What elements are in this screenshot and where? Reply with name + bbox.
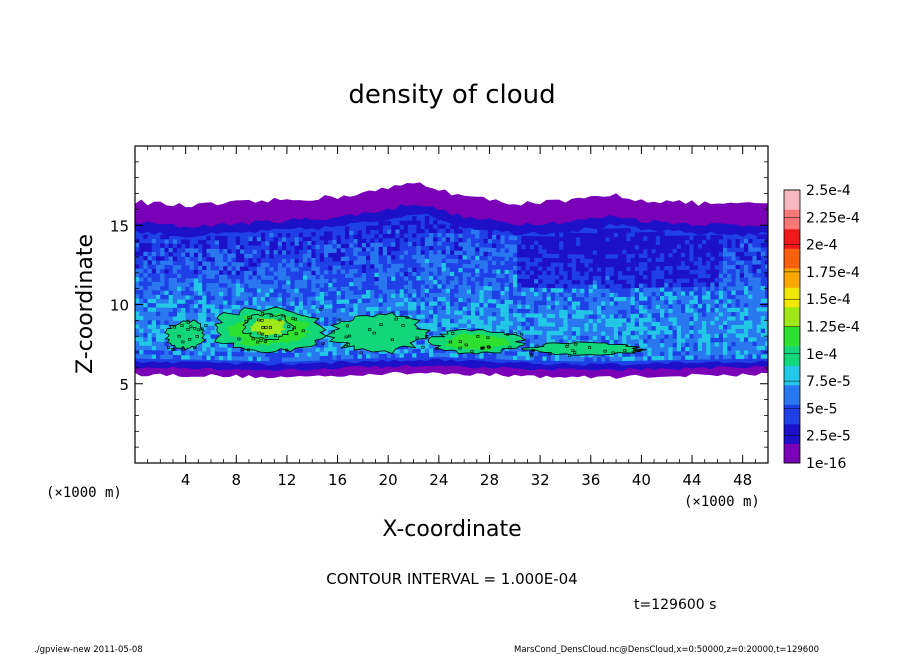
- colorbar-swatch: [784, 248, 800, 269]
- colorbar-swatch: [784, 443, 800, 464]
- high-density-region: [164, 319, 208, 351]
- plot-area: [135, 182, 768, 379]
- x-tick-label: 8: [232, 471, 242, 489]
- colorbar: 1e-16 2.5e-5 5e-5 7.5e-5 1e-4 1.25e-4 1.5e-4 1.…: [783, 183, 860, 472]
- high-density-region: [325, 312, 432, 355]
- colorbar-swatch: [784, 307, 800, 327]
- x-tick-label: 48: [733, 471, 752, 489]
- x-unit-label: (×1000 m): [684, 494, 760, 510]
- time-text: t=129600 s: [634, 597, 716, 613]
- x-tick-label: 36: [581, 471, 600, 489]
- x-tick-label: 16: [328, 471, 347, 489]
- high-density-region: [241, 313, 296, 342]
- program-info: ./gpview-new 2011-05-08: [34, 645, 143, 654]
- colorbar-swatch: [784, 209, 800, 230]
- high-density-regions: [164, 306, 647, 357]
- colorbar-label: 1.75e-4: [806, 265, 860, 281]
- chart-title: density of cloud: [348, 80, 555, 110]
- x-tick-label: 44: [682, 471, 701, 489]
- colorbar-label: 1e-16: [806, 456, 846, 472]
- x-tick-label: 40: [632, 471, 651, 489]
- colorbar-swatch: [784, 346, 800, 366]
- colorbar-swatch: [784, 365, 800, 386]
- colorbar-swatch: [784, 404, 800, 425]
- colorbar-label: 1.5e-4: [806, 292, 851, 308]
- x-tick-label: 20: [379, 471, 398, 489]
- y-tick-label: 15: [110, 217, 129, 235]
- colorbar-swatch: [784, 385, 800, 405]
- colorbar-label: 1e-4: [806, 347, 838, 363]
- colorbar-swatch: [784, 268, 800, 288]
- y-tick-label: 10: [110, 297, 129, 315]
- x-tick-label: 24: [429, 471, 448, 489]
- x-tick-label: 32: [531, 471, 550, 489]
- y-unit-label: (×1000 m): [46, 485, 122, 501]
- x-axis-label: X-coordinate: [382, 517, 521, 542]
- high-density-region: [521, 341, 647, 357]
- colorbar-label: 5e-5: [806, 401, 837, 417]
- source-info: MarsCond_DensCloud.nc@DensCloud,x=0:5000…: [514, 645, 819, 654]
- colorbar-swatch: [784, 326, 800, 347]
- contour-interval-text: CONTOUR INTERVAL = 1.000E-04: [326, 570, 577, 588]
- high-density-region: [427, 329, 528, 355]
- colorbar-label: 2.5e-4: [806, 183, 851, 199]
- x-tick-label: 12: [277, 471, 296, 489]
- colorbar-label: 2.25e-4: [806, 210, 860, 226]
- x-tick-label: 28: [480, 471, 499, 489]
- colorbar-swatch: [784, 190, 800, 210]
- colorbar-swatch: [784, 424, 800, 444]
- y-axis-label: Z-coordinate: [73, 234, 98, 374]
- y-tick-label: 5: [119, 376, 129, 394]
- colorbar-label: 2e-4: [806, 238, 838, 254]
- x-tick-label: 4: [181, 471, 191, 489]
- colorbar-swatch: [784, 229, 800, 249]
- colorbar-swatch: [784, 287, 800, 308]
- colorbar-label: 7.5e-5: [806, 374, 851, 390]
- colorbar-label: 1.25e-4: [806, 320, 860, 336]
- colorbar-label: 2.5e-5: [806, 429, 851, 445]
